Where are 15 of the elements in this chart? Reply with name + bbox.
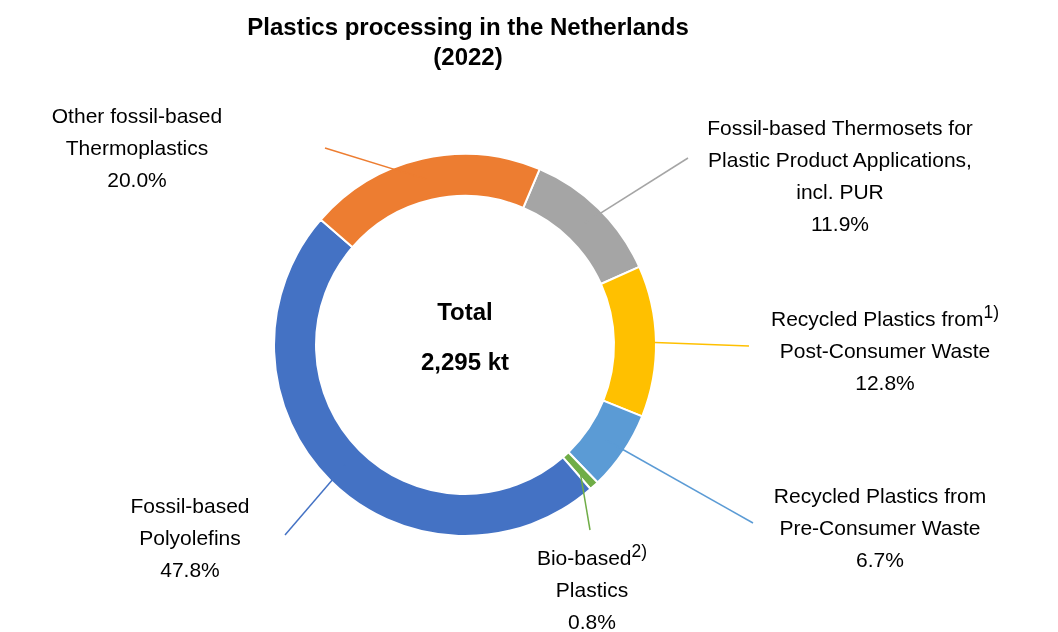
data-label: 0.8% <box>567 609 617 632</box>
text: Total <box>436 298 494 326</box>
data-label: 47.8% <box>159 557 221 583</box>
slice-label: Bio-based$^{2)}$ Plastics <box>535 540 649 603</box>
data-label: 6.7% <box>855 547 905 573</box>
data-label: 11.9% <box>810 211 870 237</box>
slice-label: Other fossil-based Thermoplastics <box>50 103 224 161</box>
slice-label: Fossil-based Thermosets for Plastic Product Applications, incl. PUR <box>706 115 974 205</box>
slice-label: Recycled Plastics from Pre-Consumer Waste <box>772 483 988 541</box>
text: 2,295 kt <box>419 348 511 376</box>
chart-title: Plastics processing in the Netherlands (2022) <box>246 12 690 72</box>
slice-label: Recycled Plastics from$^{1)}$ Post-Consumer Waste <box>770 301 1000 364</box>
data-label: 12.8% <box>854 370 916 396</box>
data-label: 20.0% <box>106 167 168 193</box>
slice-label: Fossil-based Polyolefins <box>129 493 251 551</box>
